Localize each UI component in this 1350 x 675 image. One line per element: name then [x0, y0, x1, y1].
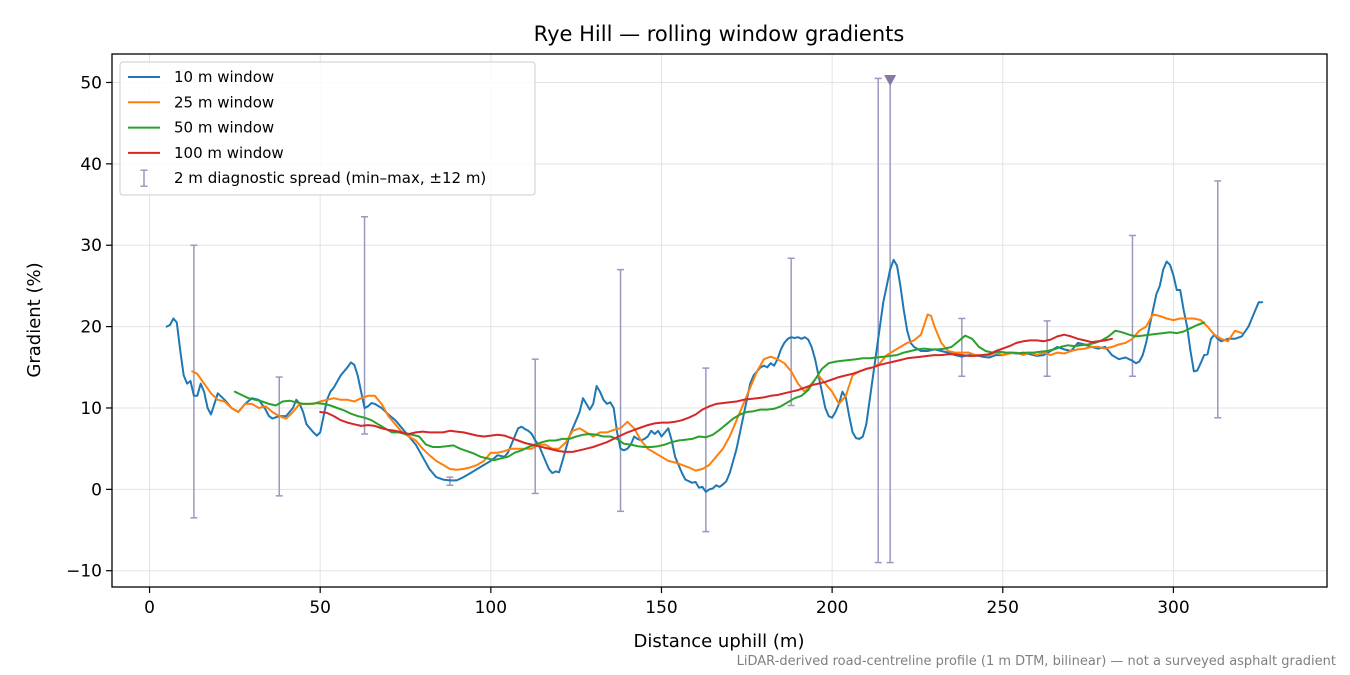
spread-bar — [190, 244, 198, 519]
x-tick-label: 50 — [309, 598, 331, 618]
legend-label: 50 m window — [174, 119, 274, 137]
spread-bar — [1214, 180, 1222, 419]
y-tick-label: 50 — [80, 73, 102, 93]
plot-frame — [111, 53, 1328, 588]
spread-bar — [361, 215, 369, 435]
y-tick-label: 40 — [80, 155, 102, 175]
legend-box — [119, 61, 536, 196]
y-axis-ticks: −10 0 10 20 30 40 50 — [66, 73, 112, 582]
spread-bar — [702, 367, 710, 533]
clipped-value-marker — [884, 75, 897, 87]
spread-bar — [617, 268, 625, 513]
spread-bar — [1128, 234, 1136, 377]
x-tick-label: 250 — [987, 598, 1019, 618]
spread-bar — [531, 358, 539, 495]
chart-title: Rye Hill — rolling window gradients — [534, 22, 905, 46]
y-tick-label: 20 — [80, 318, 102, 338]
series-line — [233, 321, 1206, 462]
legend-label: 10 m window — [174, 68, 274, 86]
x-axis-ticks: 0 50 100 150 200 250 300 — [144, 587, 1190, 618]
series-line — [319, 333, 1113, 453]
spread-bar — [275, 376, 283, 497]
series-line — [165, 258, 1264, 493]
x-tick-label: 150 — [645, 598, 677, 618]
spread-bar — [958, 317, 966, 377]
legend-label: 25 m window — [174, 93, 274, 111]
y-tick-label: 30 — [80, 236, 102, 256]
series-lines — [165, 258, 1264, 493]
footnote: LiDAR-derived road-centreline profile (1… — [737, 654, 1336, 669]
legend: 10 m window 25 m window 50 m window 100 m w… — [119, 61, 536, 196]
legend-entry: 50 m window — [128, 119, 274, 137]
x-axis-label: Distance uphill (m) — [634, 631, 805, 652]
legend-entry: 100 m window — [128, 144, 284, 162]
legend-entry: 2 m diagnostic spread (min–max, ±12 m) — [140, 169, 486, 187]
y-tick-label: −10 — [66, 562, 102, 582]
legend-entry: 10 m window — [128, 68, 274, 86]
legend-label: 100 m window — [174, 144, 284, 162]
spread-bar — [886, 77, 894, 564]
y-tick-label: 10 — [80, 399, 102, 419]
series-line — [191, 313, 1243, 472]
x-tick-label: 0 — [144, 598, 155, 618]
y-axis-label: Gradient (%) — [24, 262, 45, 377]
x-tick-label: 200 — [816, 598, 848, 618]
clipped-marker — [884, 75, 897, 87]
spread-bar — [1043, 320, 1051, 377]
x-tick-label: 300 — [1157, 598, 1189, 618]
legend-label: 2 m diagnostic spread (min–max, ±12 m) — [174, 169, 486, 187]
spread-bar — [874, 77, 882, 564]
spread-bar — [787, 257, 795, 407]
x-tick-label: 100 — [475, 598, 507, 618]
y-tick-label: 0 — [91, 480, 102, 500]
legend-entry: 25 m window — [128, 93, 274, 111]
